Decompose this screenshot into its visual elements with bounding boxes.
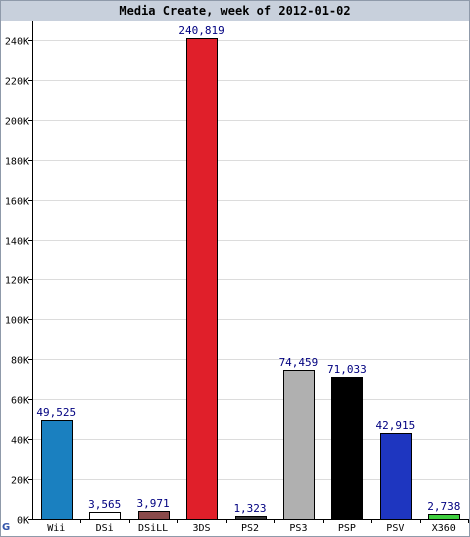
x-tick-label: X360 xyxy=(432,523,456,534)
chart-title: Media Create, week of 2012-01-02 xyxy=(1,1,469,21)
y-tick-label: 160K xyxy=(5,197,29,208)
y-tick-label: 20K xyxy=(11,476,29,487)
value-label: 1,323 xyxy=(233,502,266,515)
y-tick-label: 200K xyxy=(5,117,29,128)
y-tick-label: 0K xyxy=(17,516,29,527)
y-tick-label: 140K xyxy=(5,237,29,248)
value-label: 2,738 xyxy=(427,500,460,513)
value-label: 74,459 xyxy=(279,356,319,369)
bar-ps2 xyxy=(235,516,267,520)
gridlines xyxy=(32,40,468,480)
logo-icon: G xyxy=(2,522,11,533)
bar-3ds xyxy=(186,38,218,520)
value-label: 49,525 xyxy=(36,406,76,419)
x-tick-label: DSi xyxy=(96,523,114,534)
y-tick-label: 240K xyxy=(5,37,29,48)
x-tick-label: Wii xyxy=(47,523,65,534)
y-tick-label: 60K xyxy=(11,396,29,407)
y-tick-label: 100K xyxy=(5,316,29,327)
bar-wii xyxy=(41,420,73,520)
bar-dsill xyxy=(138,511,170,520)
bar-psv xyxy=(380,433,412,520)
x-tick-label: 3DS xyxy=(193,523,211,534)
x-tick-label: PS3 xyxy=(289,523,307,534)
bar-x360 xyxy=(428,514,460,520)
bar-dsi xyxy=(89,512,121,520)
axes: 0K 20K 40K 60K 80K 100K 120K 140K 160K 180K 200K 22… xyxy=(5,21,469,534)
value-label: 3,565 xyxy=(88,498,121,511)
value-label: 240,819 xyxy=(178,24,224,37)
bar-chart: 0K 20K 40K 60K 80K 100K 120K 140K 160K 180K 200K 22… xyxy=(5,21,469,534)
y-tick-label: 80K xyxy=(11,356,29,367)
y-tick-label: 220K xyxy=(5,77,29,88)
x-tick-label: PS2 xyxy=(241,523,259,534)
x-tick-label: DSiLL xyxy=(138,523,168,534)
bar-ps3 xyxy=(283,370,315,520)
bar-psp xyxy=(331,377,363,520)
y-tick-label: 180K xyxy=(5,157,29,168)
x-tick-label: PSV xyxy=(386,523,404,534)
bars xyxy=(41,38,460,520)
value-label: 71,033 xyxy=(327,363,367,376)
y-tick-label: 120K xyxy=(5,276,29,287)
value-label: 3,971 xyxy=(137,497,170,510)
value-labels: 49,525 3,565 3,971 240,819 1,323 74,459 71,033… xyxy=(36,24,460,515)
value-label: 42,915 xyxy=(375,419,415,432)
x-tick-label: PSP xyxy=(338,523,356,534)
y-tick-label: 40K xyxy=(11,436,29,447)
